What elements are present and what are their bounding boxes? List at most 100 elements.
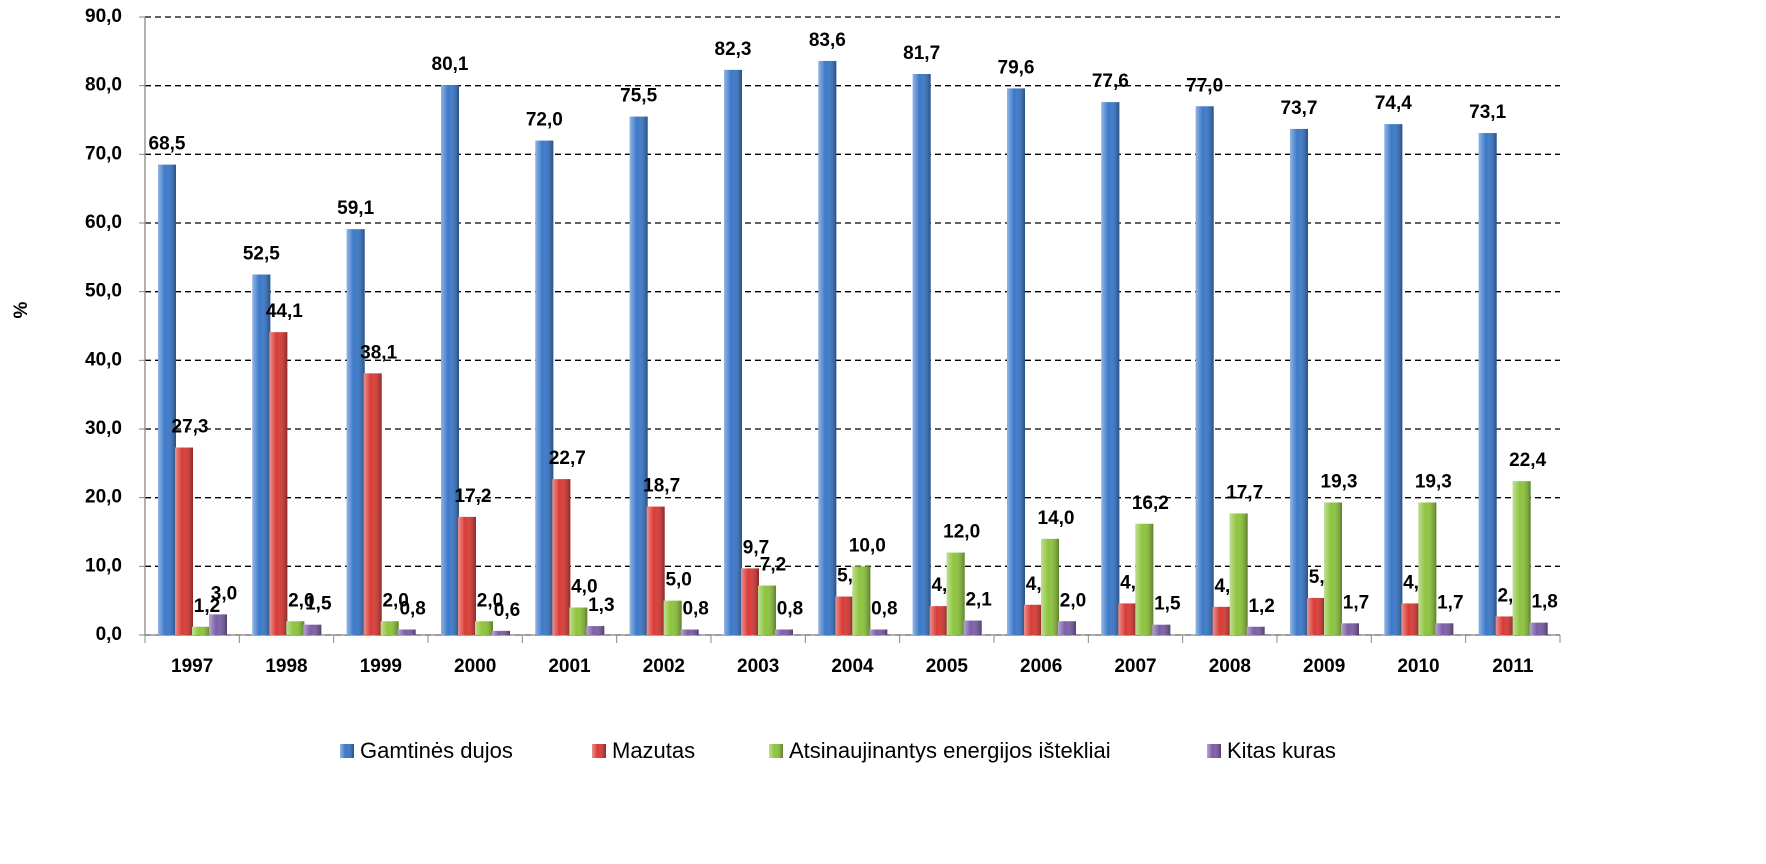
- data-label: 18,7: [643, 476, 680, 497]
- bar-shade: [1529, 622, 1548, 635]
- y-tick-label: 70,0: [85, 143, 122, 164]
- bar-shade: [1229, 513, 1248, 635]
- y-tick-label: 30,0: [85, 418, 122, 439]
- x-tick-label: 2010: [1397, 656, 1439, 677]
- data-label: 2,0: [288, 590, 314, 611]
- y-tick-label: 0,0: [96, 624, 122, 645]
- bar-shade: [552, 479, 571, 635]
- data-label: 73,1: [1469, 102, 1506, 123]
- x-tick-label: 1999: [360, 656, 402, 677]
- bar-shade: [1212, 606, 1231, 635]
- data-label: 1,5: [1154, 594, 1181, 615]
- data-label: 77,0: [1186, 75, 1223, 96]
- bar-shade: [1118, 603, 1137, 635]
- bar-shade: [741, 568, 759, 635]
- legend-marker-shade: [340, 744, 354, 758]
- bar-shade: [346, 229, 365, 635]
- bar-shade: [1495, 616, 1514, 635]
- data-label: 1,2: [1248, 596, 1274, 617]
- bar-shade: [1152, 624, 1171, 635]
- bar-shade: [286, 621, 305, 635]
- data-label: 10,0: [849, 535, 886, 556]
- bar-shade: [303, 624, 322, 635]
- data-label: 9,7: [743, 537, 769, 558]
- y-axis-label: %: [11, 301, 32, 318]
- data-label: 2,1: [965, 590, 992, 611]
- bar-shade: [1307, 597, 1325, 635]
- data-label: 77,6: [1092, 71, 1129, 92]
- data-label: 17,2: [455, 486, 492, 507]
- bar-shade: [1478, 133, 1497, 635]
- bar-shade: [475, 621, 493, 635]
- legend-label: Gamtinės dujos: [360, 738, 513, 763]
- data-label: 16,2: [1132, 493, 1169, 514]
- bar-shade: [192, 626, 210, 635]
- x-tick-label: 2008: [1209, 656, 1251, 677]
- bar-shade: [492, 630, 510, 635]
- bar-shade: [946, 552, 965, 635]
- data-label: 22,4: [1509, 450, 1546, 471]
- bar-shade: [209, 614, 227, 635]
- data-label: 0,8: [682, 599, 708, 620]
- data-label: 7,2: [760, 555, 786, 576]
- bar-shade: [680, 629, 699, 635]
- data-label: 2,0: [1060, 590, 1086, 611]
- data-label: 68,5: [149, 134, 186, 155]
- data-label: 1,7: [1437, 592, 1463, 613]
- data-label: 0,8: [871, 599, 897, 620]
- data-label: 80,1: [432, 54, 469, 75]
- x-tick-label: 1998: [265, 656, 307, 677]
- y-tick-label: 20,0: [85, 487, 122, 508]
- y-tick-label: 60,0: [85, 212, 122, 233]
- x-tick-label: 2011: [1492, 656, 1534, 677]
- bar-shade: [1101, 102, 1120, 635]
- bar-shade: [1246, 626, 1265, 635]
- data-label: 27,3: [172, 417, 209, 438]
- data-label: 59,1: [337, 198, 374, 219]
- x-tick-label: 2004: [831, 656, 874, 677]
- bar-shade: [535, 140, 554, 635]
- data-label: 82,3: [715, 39, 752, 60]
- data-label: 5,0: [665, 570, 691, 591]
- bar-shade: [586, 626, 605, 635]
- bar-shade: [646, 506, 665, 635]
- x-tick-label: 2009: [1303, 656, 1345, 677]
- bar-shade: [663, 600, 682, 635]
- bar-shade: [758, 585, 776, 635]
- data-label: 52,5: [243, 244, 280, 265]
- data-label: 17,7: [1226, 482, 1263, 503]
- bar-shade: [929, 606, 948, 635]
- data-label: 4,0: [571, 577, 597, 598]
- bar-shade: [869, 629, 888, 635]
- y-tick-label: 80,0: [85, 75, 122, 96]
- bar-shade: [775, 629, 793, 635]
- data-label: 0,6: [494, 600, 520, 621]
- data-label: 74,4: [1375, 93, 1412, 114]
- y-tick-label: 50,0: [85, 281, 122, 302]
- data-label: 0,8: [777, 599, 803, 620]
- bar-shade: [963, 620, 982, 635]
- data-label: 1,2: [194, 596, 220, 617]
- bar-shade: [1341, 623, 1359, 635]
- legend-marker-shade: [592, 744, 606, 758]
- legend-label: Kitas kuras: [1227, 738, 1336, 763]
- legend-label: Mazutas: [612, 738, 695, 763]
- y-tick-label: 90,0: [85, 6, 122, 27]
- bar-shade: [1401, 603, 1420, 635]
- bar-shade: [397, 629, 416, 635]
- bar-shade: [1290, 128, 1308, 635]
- bar-shade: [1195, 106, 1214, 636]
- bar-shade: [363, 373, 382, 635]
- x-tick-label: 2006: [1020, 656, 1062, 677]
- bar-shade: [818, 60, 837, 636]
- bar-shade: [1058, 621, 1076, 635]
- bar-shade: [252, 274, 271, 635]
- bar-shade: [724, 69, 742, 635]
- legend-label: Atsinaujinantys energijos ištekliai: [789, 738, 1111, 763]
- x-tick-label: 2005: [926, 656, 969, 677]
- bar-shade: [269, 332, 288, 635]
- x-tick-label: 2001: [548, 656, 591, 677]
- data-label: 14,0: [1038, 508, 1075, 529]
- bar-shade: [175, 447, 193, 635]
- data-label: 2,0: [477, 590, 503, 611]
